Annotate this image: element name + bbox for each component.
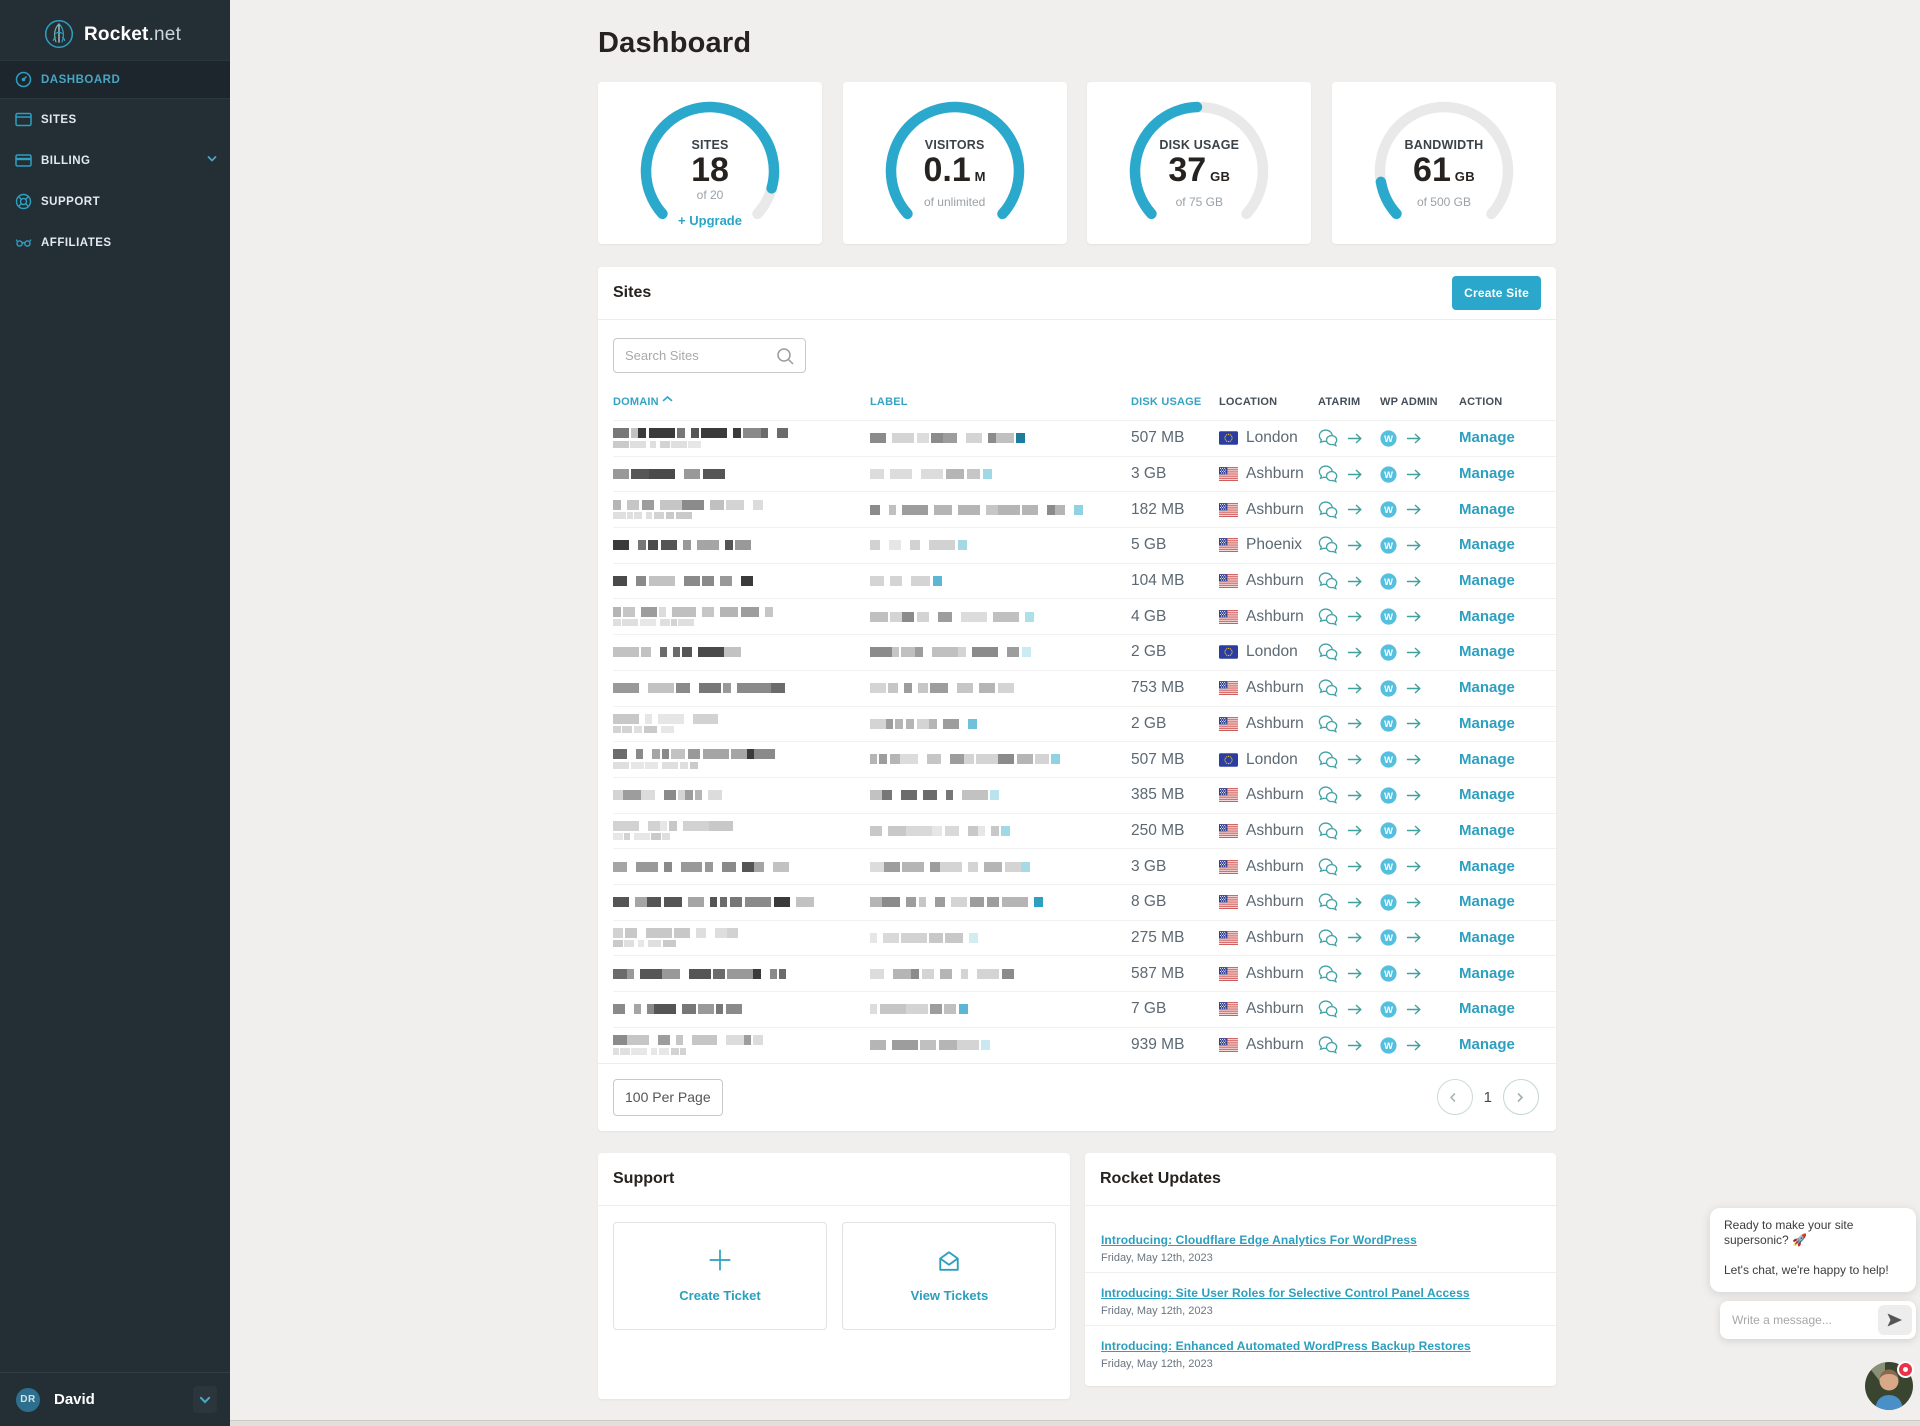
svg-text:W: W — [1384, 1041, 1393, 1051]
svg-text:W: W — [1384, 719, 1393, 729]
svg-text:W: W — [1384, 862, 1393, 872]
svg-text:W: W — [1384, 791, 1393, 801]
svg-text:W: W — [1384, 612, 1393, 622]
svg-text:W: W — [1384, 576, 1393, 586]
svg-text:W: W — [1384, 684, 1393, 694]
svg-text:W: W — [1384, 648, 1393, 658]
svg-text:W: W — [1384, 434, 1393, 444]
svg-text:W: W — [1384, 826, 1393, 836]
svg-text:W: W — [1384, 1005, 1393, 1015]
svg-text:W: W — [1384, 541, 1393, 551]
svg-text:W: W — [1384, 969, 1393, 979]
svg-text:W: W — [1384, 933, 1393, 943]
svg-text:W: W — [1384, 505, 1393, 515]
svg-text:W: W — [1384, 755, 1393, 765]
svg-text:W: W — [1384, 469, 1393, 479]
svg-text:W: W — [1384, 898, 1393, 908]
